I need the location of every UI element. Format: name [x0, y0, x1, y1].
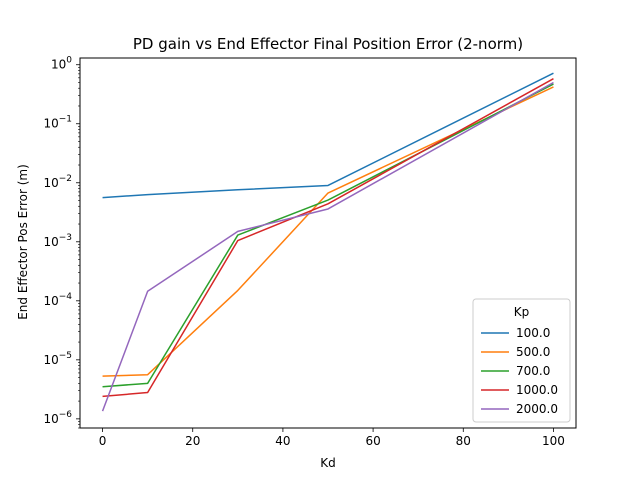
- legend-title: Kp: [514, 305, 530, 319]
- legend-box: [472, 298, 571, 423]
- legend-entry: 100.0: [516, 326, 550, 340]
- y-axis-label: End Effector Pos Error (m): [16, 164, 30, 320]
- legend-entry: 2000.0: [516, 402, 558, 416]
- y-tick-label: 10−3: [43, 233, 72, 249]
- series-line-100.0: [102, 72, 554, 199]
- series-lines: [101, 72, 554, 412]
- y-tick-label: 100: [51, 56, 72, 72]
- y-tick-label: 10−6: [43, 410, 72, 426]
- y-tick-label: 10−1: [43, 115, 72, 131]
- series-line-1000.0: [102, 78, 554, 398]
- legend-entry: 500.0: [516, 345, 550, 359]
- x-tick-label: 20: [185, 434, 200, 448]
- axis-ticks: 0 20 40 60 80 100 10−6 10−5 10−4 10−3 10−2 10−1 100: [43, 56, 564, 448]
- chart-title: PD gain vs End Effector Final Position E…: [133, 35, 523, 53]
- x-tick-label: 60: [365, 434, 380, 448]
- y-tick-label: 10−5: [43, 351, 72, 367]
- y-tick-label: 10−4: [43, 292, 72, 308]
- plot-frame: [79, 57, 577, 429]
- legend-entry: 700.0: [516, 364, 550, 378]
- series-line-500.0: [102, 86, 554, 377]
- legend-entry: 1000.0: [516, 383, 558, 397]
- x-tick-label: 100: [542, 434, 565, 448]
- x-tick-label: 80: [456, 434, 471, 448]
- legend: Kp 100.0 500.0 700.0 1000.0 2000.0: [472, 298, 571, 423]
- x-tick-label: 0: [99, 434, 107, 448]
- y-tick-label: 10−2: [43, 174, 72, 190]
- series-line-2000.0: [101, 81, 554, 412]
- x-tick-label: 40: [275, 434, 290, 448]
- x-axis-label: Kd: [320, 456, 336, 470]
